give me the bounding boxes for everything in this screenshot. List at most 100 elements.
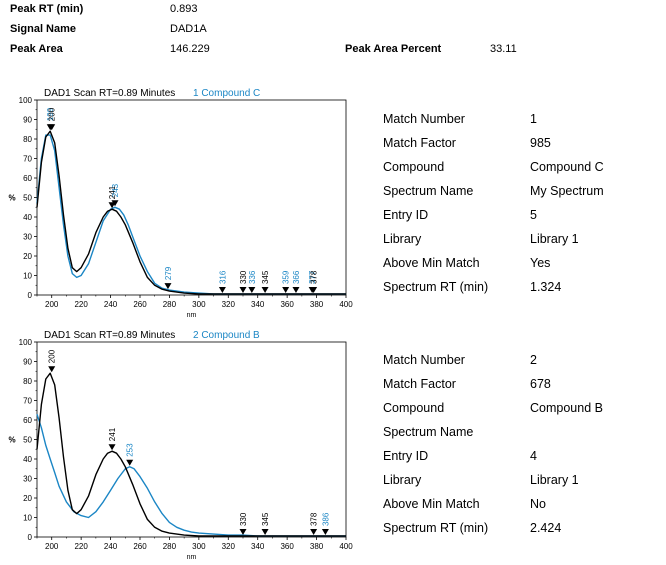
spectrum-rt-label: Spectrum RT (min): [383, 521, 489, 535]
y-tick-label: 80: [23, 377, 32, 386]
peak-marker: [261, 529, 269, 536]
entry-id-label: Entry ID: [383, 449, 429, 463]
peak-label: 378: [310, 512, 319, 526]
y-tick-label: 20: [23, 252, 32, 261]
peak-area-percent-value: 33.11: [490, 43, 517, 55]
x-tick-label: 260: [133, 300, 147, 309]
peak-label: 366: [292, 270, 301, 284]
plot-frame: [36, 341, 347, 538]
peak-label: 199: [46, 107, 55, 121]
peak-marker: [111, 200, 119, 207]
match-number-value: 1: [530, 112, 537, 126]
spectrum-name-label: Spectrum Name: [383, 425, 474, 439]
x-tick-label: 400: [339, 542, 353, 551]
spectrum-rt-label: Spectrum RT (min): [383, 280, 489, 294]
peak-label: 377: [308, 270, 317, 284]
x-tick-label: 340: [251, 300, 265, 309]
y-tick-label: 100: [19, 338, 33, 347]
compound-label: Compound: [383, 160, 445, 174]
y-tick-label: 0: [28, 533, 33, 542]
x-tick-label: 200: [45, 542, 59, 551]
match-factor-value: 985: [530, 136, 551, 150]
peak-area-value: 146.229: [170, 43, 210, 55]
x-tick-label: 380: [310, 300, 324, 309]
above-min-match-label: Above Min Match: [383, 256, 480, 270]
y-tick-label: 60: [23, 416, 32, 425]
x-tick-label: 320: [222, 300, 236, 309]
peak-label: 336: [248, 270, 257, 284]
y-tick-label: 40: [23, 455, 32, 464]
peak-label: 330: [239, 270, 248, 284]
y-tick-label: 10: [23, 514, 32, 523]
sample-spectrum-line: [36, 372, 346, 537]
peak-label: 241: [108, 427, 117, 441]
entry-id-value: 5: [530, 208, 537, 222]
signal-name-label: Signal Name: [10, 23, 77, 35]
peak-marker: [261, 287, 269, 294]
y-tick-label: 60: [23, 174, 32, 183]
x-tick-label: 260: [133, 542, 147, 551]
compound-value: Compound C: [530, 160, 604, 174]
x-tick-label: 400: [339, 300, 353, 309]
peak-marker: [239, 287, 247, 294]
library-value: Library 1: [530, 473, 579, 487]
match-number-label: Match Number: [383, 353, 465, 367]
peak-marker: [248, 287, 256, 294]
y-tick-label: 90: [23, 116, 32, 125]
above-min-match-value: No: [530, 497, 546, 511]
peak-label: 279: [164, 266, 173, 280]
entry-id-label: Entry ID: [383, 208, 429, 222]
peak-rt-value: 0.893: [170, 3, 198, 15]
peak-marker: [239, 529, 247, 536]
y-tick-label: 90: [23, 358, 32, 367]
chart-title-suffix: 1 Compound C: [193, 88, 260, 99]
x-tick-label: 360: [280, 300, 294, 309]
peak-marker: [164, 283, 172, 290]
peak-label: 386: [321, 512, 330, 526]
y-tick-label: 50: [23, 436, 32, 445]
spectrum-rt-value: 2.424: [530, 521, 562, 535]
plot-frame: [36, 99, 347, 296]
x-tick-label: 280: [163, 542, 177, 551]
spectrum-name-value: My Spectrum: [530, 184, 604, 198]
peak-area-label: Peak Area: [10, 43, 63, 55]
above-min-match-value: Yes: [530, 256, 551, 270]
peak-label: 253: [126, 443, 135, 457]
y-tick-label: 20: [23, 494, 32, 503]
spectrum-chart-1: DAD1 Scan RT=0.89 Minutes 1 Compound C 0…: [8, 88, 353, 319]
peak-marker: [292, 287, 300, 294]
chart-title-prefix: DAD1 Scan RT=0.89 Minutes: [44, 330, 175, 341]
peak-label: 345: [261, 512, 270, 526]
x-tick-label: 280: [163, 300, 177, 309]
chart-title-prefix: DAD1 Scan RT=0.89 Minutes: [44, 88, 175, 99]
x-tick-label: 300: [192, 300, 206, 309]
peak-label: 241: [108, 185, 117, 199]
peak-label: 316: [218, 270, 227, 284]
y-tick-label: 50: [23, 194, 32, 203]
library-value: Library 1: [530, 232, 579, 246]
x-tick-label: 340: [251, 542, 265, 551]
spectrum-name-label: Spectrum Name: [383, 184, 474, 198]
match-number-label: Match Number: [383, 112, 465, 126]
peak-marker: [310, 529, 318, 536]
x-tick-label: 300: [192, 542, 206, 551]
x-tick-label: 240: [104, 542, 118, 551]
match-number-value: 2: [530, 353, 537, 367]
peak-label: 330: [239, 512, 248, 526]
above-min-match-label: Above Min Match: [383, 497, 480, 511]
peak-label: 243: [111, 183, 120, 197]
y-tick-label: 30: [23, 475, 32, 484]
library-label: Library: [383, 473, 422, 487]
match-factor-value: 678: [530, 377, 551, 391]
library-label: Library: [383, 232, 422, 246]
y-tick-label: 30: [23, 233, 32, 242]
peak-marker: [282, 287, 290, 294]
peak-marker: [48, 124, 56, 131]
x-tick-label: 360: [280, 542, 294, 551]
peak-label: 345: [261, 270, 270, 284]
y-axis-label: %: [8, 436, 15, 445]
y-tick-label: 70: [23, 155, 32, 164]
peak-marker: [48, 366, 56, 373]
peak-label: 200: [48, 349, 57, 363]
peak-marker: [108, 444, 116, 451]
